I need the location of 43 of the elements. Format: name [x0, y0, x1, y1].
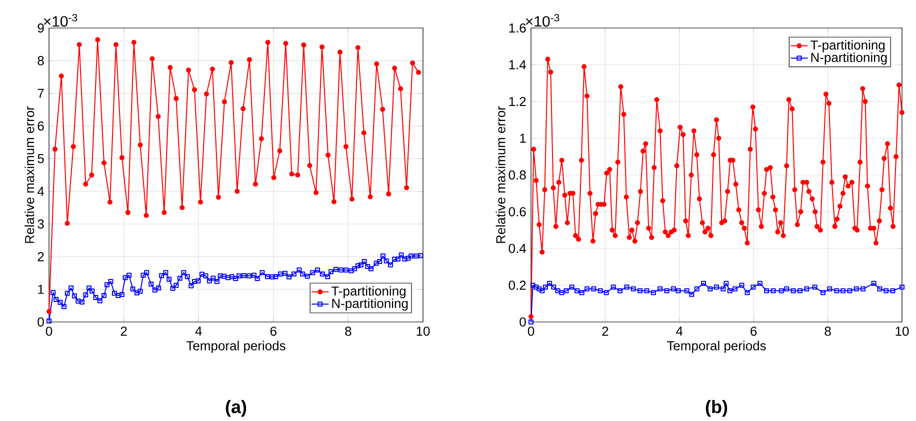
- text: (a): [226, 400, 246, 417]
- y-axis-title: Relative maximum error: [496, 106, 506, 243]
- y-tick-label: 3: [38, 219, 44, 229]
- y-tick-label: 8: [38, 56, 44, 66]
- x-tick-label: 10: [416, 326, 430, 336]
- y-tick-label: 9: [38, 23, 44, 33]
- x-axis-title: Temporal periods: [186, 340, 286, 353]
- y-tick-label: 0: [38, 317, 44, 327]
- y-tick-label: 0.2: [508, 280, 526, 290]
- x-tick-label: 0: [46, 326, 52, 336]
- x-axis-title: Temporal periods: [666, 340, 766, 353]
- x-tick-label: 4: [195, 326, 202, 336]
- text: ×10$^{-3}$: [526, 14, 560, 27]
- y-tick-label: 6: [38, 121, 44, 131]
- y-tick-label: 1: [38, 284, 44, 294]
- y-tick-label: 1: [520, 134, 526, 143]
- y-tick-label: 1.4: [509, 60, 526, 70]
- y-tick-label: 0.4: [508, 244, 526, 254]
- legend-label: T-partitioning: [810, 40, 885, 52]
- y-tick-label: 2: [38, 252, 44, 262]
- y-tick-label: 1.2: [509, 96, 526, 106]
- y-tick-label: 4: [37, 186, 44, 196]
- y-tick-label: 0.6: [508, 207, 526, 216]
- y-tick-label: 0.8: [508, 170, 526, 180]
- y-tick-label: 1.6: [509, 23, 526, 33]
- y-tick-label: 5: [38, 154, 44, 164]
- y-axis-title: Relative maximum error: [24, 106, 34, 243]
- x-tick-label: 6: [270, 326, 276, 336]
- legend-label: T-partitioning: [331, 286, 406, 298]
- y-tick-label: 7: [38, 88, 44, 98]
- x-tick-label: 8: [345, 326, 352, 336]
- x-tick-label: 8: [824, 326, 831, 336]
- x-tick-label: 0: [528, 326, 534, 336]
- x-tick-label: 6: [750, 326, 757, 336]
- y-tick-label: 0: [520, 317, 526, 327]
- text: (b): [706, 400, 728, 417]
- x-tick-label: 2: [120, 326, 127, 336]
- x-tick-label: 4: [676, 326, 683, 336]
- legend-label: N-partitioning: [811, 52, 887, 65]
- x-tick-label: 10: [896, 326, 909, 336]
- x-tick-label: 2: [602, 326, 608, 336]
- text: ×10$^{-3}$: [44, 14, 78, 27]
- legend-label: N-partitioning: [332, 298, 408, 311]
